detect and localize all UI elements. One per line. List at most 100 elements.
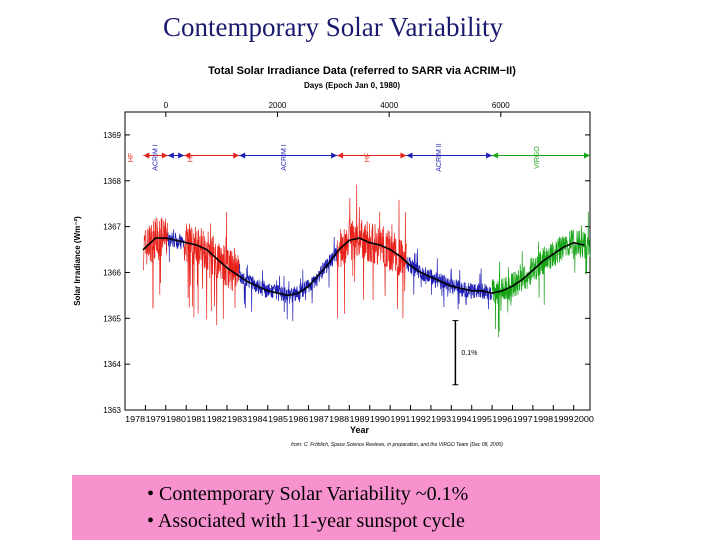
composite-point [236,273,238,276]
top-tick-label: 0 [164,101,169,110]
composite-point [185,241,187,244]
top-tick-label: 2000 [269,101,287,110]
composite-point [430,276,432,278]
composite-point [562,246,565,249]
composite-point [481,290,483,292]
composite-line [142,237,585,297]
x-tick-label: 2000 [574,414,594,424]
x-tick-label: 1990 [370,414,390,424]
composite-point [379,244,381,246]
composite-point [389,248,391,251]
daily-trace-hf [183,211,240,326]
x-tick-label: 1986 [288,414,308,424]
composite-point [246,280,249,283]
composite-point [266,290,269,292]
x-tick-label: 1982 [207,414,227,424]
composite-point [164,237,167,239]
composite-point [154,237,157,239]
daily-trace-hf [336,184,407,319]
composite-point [358,237,361,239]
instrument-label: ACRIM II [436,143,443,171]
composite-point [142,248,145,251]
x-tick-label: 1991 [390,414,410,424]
span-arrow-right [584,152,590,159]
composite-point [552,253,555,255]
composite-point [328,262,330,265]
composite-point [215,257,218,260]
instrument-label: ACRIM I [153,144,160,171]
span-arrow-right [331,152,338,159]
x-tick-label: 1980 [166,414,186,424]
x-tick-label: 1984 [248,414,268,424]
y-tick-label: 1365 [103,314,121,323]
plot-frame [124,111,591,411]
x-tick-label: 1978 [125,414,145,424]
x-tick-label: 1992 [411,414,431,424]
top-axis-label: Days (Epoch Jan 0, 1980) [304,81,400,90]
span-arrow-left [406,152,413,159]
composite-point [307,285,310,288]
bullet-variability: • Contemporary Solar Variability ~0.1% [147,483,469,505]
top-tick-label: 6000 [492,101,510,110]
composite-point [532,269,534,271]
x-tick-label: 1979 [146,414,166,424]
instrument-label: HF [365,153,372,162]
scale-bar-label: 0.1% [461,350,477,357]
composite-point [409,264,412,267]
x-tick-label: 1998 [533,414,553,424]
span-arrow-right [400,152,407,159]
composite-point [338,248,340,251]
y-tick-label: 1366 [103,268,121,277]
y-tick-label: 1364 [103,360,121,369]
span-arrow-left [239,152,246,159]
composite-point [277,292,279,294]
composite-point [542,260,544,262]
span-arrow-right [233,152,240,159]
x-tick-label: 1993 [431,414,451,424]
tsi-chart: Total Solar Irradiance Data (referred to… [73,65,594,448]
y-axis-label: Solar Irradiance (Wm⁻²) [73,216,82,306]
x-tick-label: 1981 [186,414,206,424]
span-arrow-left [184,152,191,159]
daily-trace-acrim-i [167,229,185,263]
y-tick-label: 1369 [103,131,121,140]
x-tick-label: 1983 [227,414,247,424]
x-tick-label: 1994 [452,414,472,424]
span-arrow-left [492,152,499,159]
span-arrow-right [486,152,493,159]
x-axis-label: Year [350,425,370,435]
top-tick-label: 4000 [380,101,398,110]
daily-traces [143,184,591,338]
y-tick-label: 1363 [103,406,121,415]
composite-point [450,285,453,288]
composite-point [226,267,228,269]
composite-point [501,290,504,292]
composite-point [491,292,493,294]
composite-point [368,241,371,244]
instrument-label: ACRIM I [281,144,288,171]
composite-point [287,294,289,297]
x-tick-label: 1989 [350,414,370,424]
y-tick-label: 1368 [103,177,121,186]
daily-trace-acrim-ii [406,248,493,310]
composite-point [521,278,524,281]
composite-point [399,255,402,258]
span-arrow-left [337,152,344,159]
chart-title: Total Solar Irradiance Data (referred to… [208,65,516,77]
instrument-label: HF [128,153,135,162]
composite-point [317,273,320,276]
composite-point [297,292,300,294]
x-tick-label: 1988 [329,414,349,424]
composite-point [348,239,351,242]
composite-point [256,285,259,288]
composite-point [419,271,422,274]
span-arrow-left [143,152,150,159]
x-tick-label: 1996 [492,414,512,424]
composite-point [195,244,198,246]
x-tick-label: 1995 [472,414,492,424]
composite-point [460,287,463,290]
composite-point [511,285,514,288]
credit-line: from: C. Fröhlich, Space Science Reviews… [291,442,503,448]
composite-point [205,248,208,251]
composite-point [470,290,473,292]
